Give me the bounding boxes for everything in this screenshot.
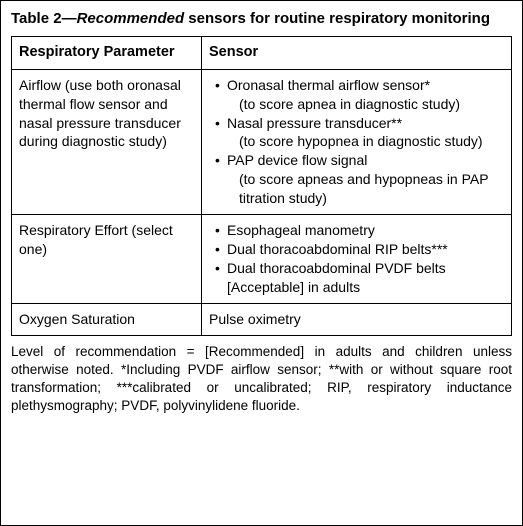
sensor-table: Respiratory Parameter Sensor Airflow (us…	[11, 36, 512, 335]
sensor-cell: Esophageal manometry Dual thoracoabdomin…	[202, 215, 512, 304]
param-cell: Respiratory Effort (select one)	[12, 215, 202, 304]
list-item: Esophageal manometry	[219, 221, 504, 240]
table-header-row: Respiratory Parameter Sensor	[12, 37, 512, 70]
list-item: Dual thoracoabdominal RIP belts***	[219, 240, 504, 259]
table-row: Airflow (use both oronasal thermal flow …	[12, 69, 512, 214]
list-item: Dual thoracoabdominal PVDF belts [Accept…	[219, 259, 504, 297]
sensor-sub: (to score apneas and hypopneas in PAP ti…	[227, 170, 504, 208]
param-cell: Airflow (use both oronasal thermal flow …	[12, 69, 202, 214]
sensor-list: Oronasal thermal airflow sensor* (to sco…	[209, 76, 504, 208]
list-item: Oronasal thermal airflow sensor* (to sco…	[219, 76, 504, 114]
sensor-cell: Pulse oximetry	[202, 303, 512, 335]
header-param: Respiratory Parameter	[12, 37, 202, 70]
caption-rest: sensors for routine respiratory monitori…	[184, 10, 490, 27]
param-cell: Oxygen Saturation	[12, 303, 202, 335]
sensor-main: PAP device flow signal	[227, 152, 367, 168]
table-footnote: Level of recommendation = [Recommended] …	[11, 343, 512, 416]
table-caption: Table 2—Recommended sensors for routine …	[11, 9, 512, 29]
sensor-main: Esophageal manometry	[227, 222, 375, 238]
table-container: Table 2—Recommended sensors for routine …	[0, 0, 523, 526]
sensor-main: Dual thoracoabdominal PVDF belts [Accept…	[227, 260, 446, 295]
sensor-list: Esophageal manometry Dual thoracoabdomin…	[209, 221, 504, 297]
list-item: PAP device flow signal (to score apneas …	[219, 151, 504, 208]
caption-recommended: Recommended	[77, 10, 185, 27]
table-row: Oxygen Saturation Pulse oximetry	[12, 303, 512, 335]
sensor-sub: (to score apnea in diagnostic study)	[227, 95, 504, 114]
sensor-main: Oronasal thermal airflow sensor*	[227, 77, 430, 93]
caption-lead: Table 2—	[11, 10, 77, 27]
sensor-sub: (to score hypopnea in diagnostic study)	[227, 132, 504, 151]
list-item: Nasal pressure transducer** (to score hy…	[219, 114, 504, 152]
sensor-main: Dual thoracoabdominal RIP belts***	[227, 241, 448, 257]
header-sensor: Sensor	[202, 37, 512, 70]
sensor-cell: Oronasal thermal airflow sensor* (to sco…	[202, 69, 512, 214]
table-row: Respiratory Effort (select one) Esophage…	[12, 215, 512, 304]
sensor-main: Nasal pressure transducer**	[227, 115, 402, 131]
